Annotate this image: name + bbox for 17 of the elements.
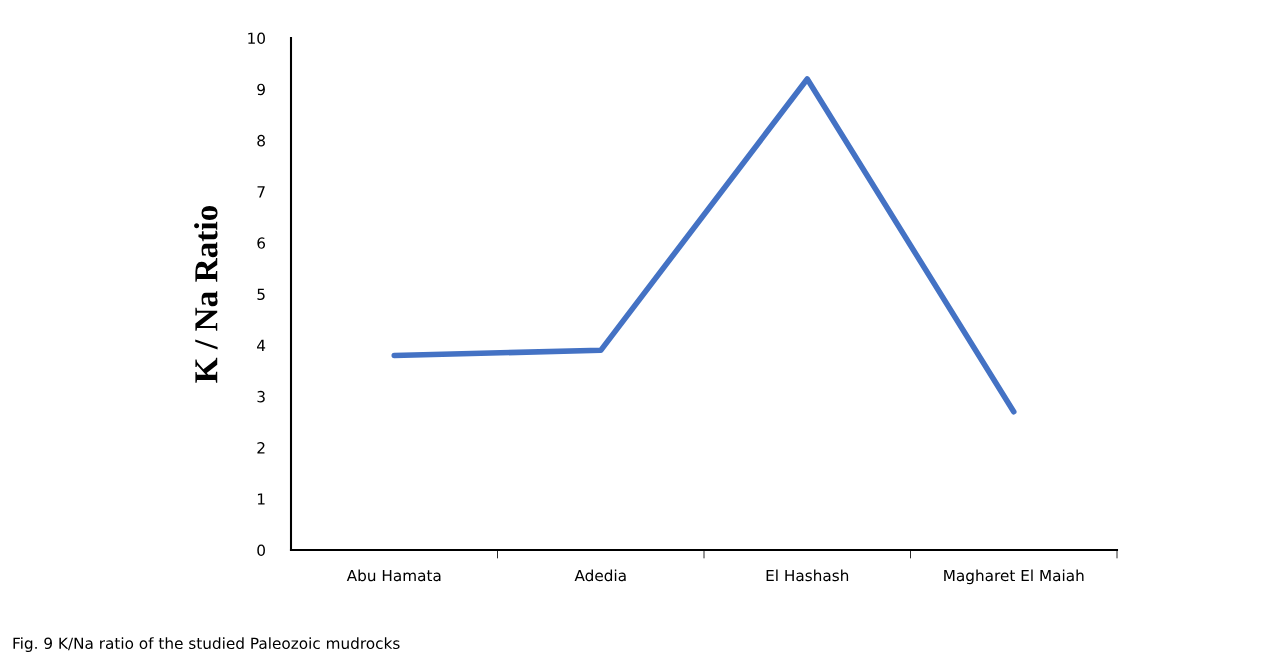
y-tick-label: 3 xyxy=(257,390,265,403)
y-tick-label: 4 xyxy=(257,339,266,351)
y-tick-label: 9 xyxy=(257,83,265,96)
y-tick-label: 10 xyxy=(248,32,265,45)
y-tick-label: 8 xyxy=(257,134,265,147)
y-axis-title: K / Na Ratio xyxy=(194,205,218,383)
x-tick-label: El Hashash xyxy=(766,569,849,582)
y-tick-label: 1 xyxy=(257,493,265,505)
caption: Fig. 9 K/Na ratio of the studied Paleozoic mudrocks xyxy=(13,637,400,652)
y-tick-label: 2 xyxy=(257,442,265,454)
y-tick-label: 0 xyxy=(257,544,265,557)
y-tick-label: 5 xyxy=(257,288,265,301)
x-tick-label: Adedia xyxy=(574,569,626,582)
y-tick-label: 6 xyxy=(257,237,266,249)
x-tick-label: Magharet El Maiah xyxy=(944,569,1084,585)
y-tick-label: 7 xyxy=(257,186,265,198)
x-tick-label: Abu Hamata xyxy=(346,569,441,582)
